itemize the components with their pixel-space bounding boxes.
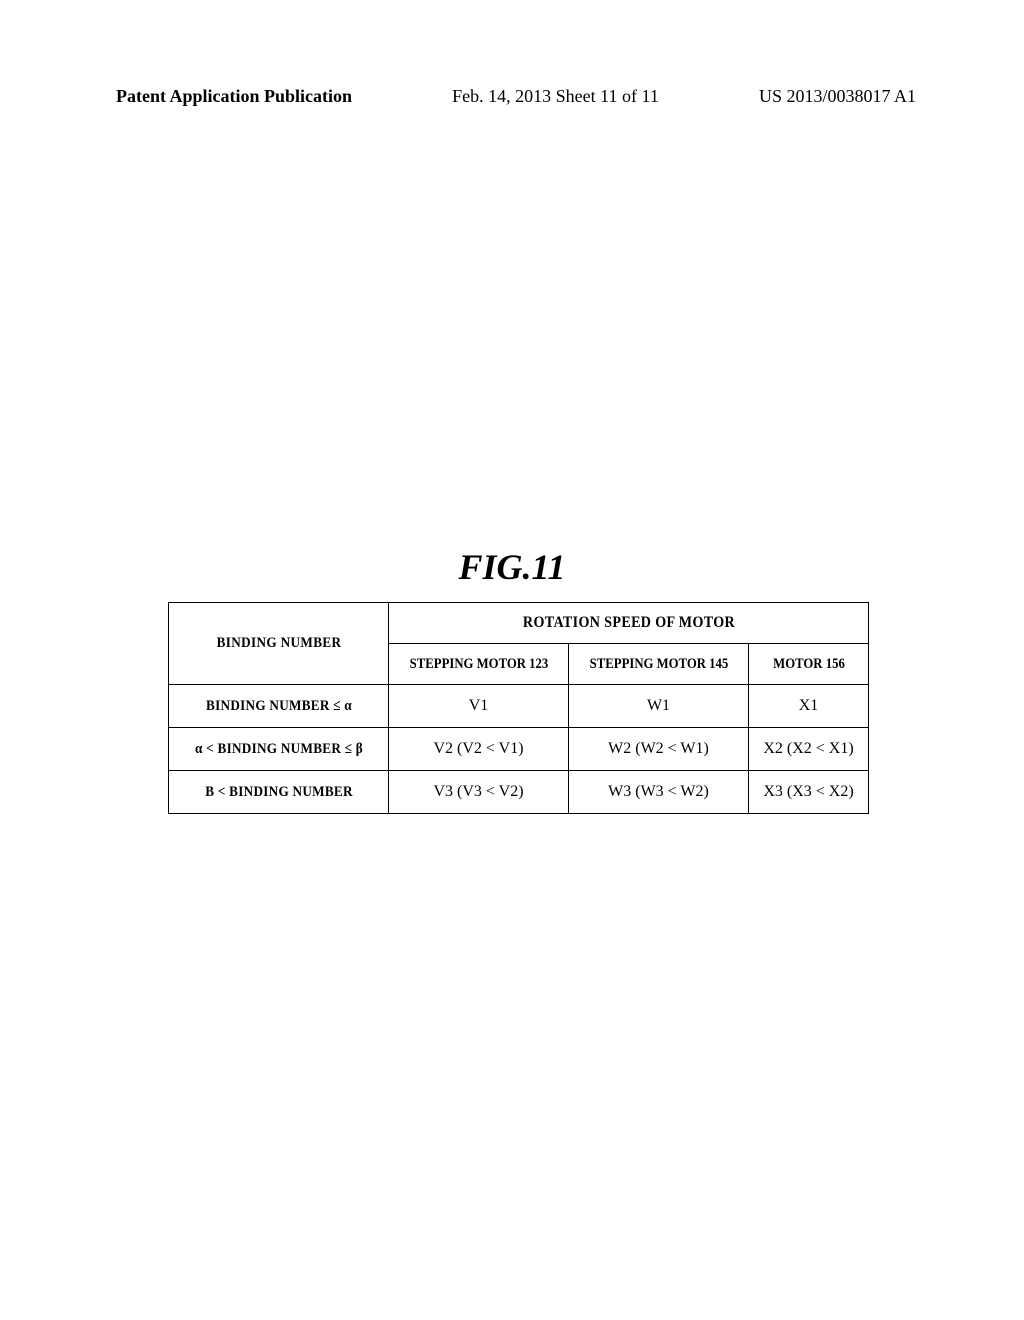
subheader-motor-123: STEPPING MOTOR 123	[402, 644, 555, 685]
row-cell: W3 (W3 < W2)	[569, 771, 749, 814]
table-row: B < BINDING NUMBER V3 (V3 < V2) W3 (W3 <…	[169, 771, 869, 814]
row-cell: X1	[749, 685, 869, 728]
header-left: Patent Application Publication	[116, 86, 352, 107]
page-header: Patent Application Publication Feb. 14, …	[116, 86, 916, 107]
row-label: B < BINDING NUMBER	[182, 771, 376, 814]
figure-label: FIG.11	[0, 546, 1024, 588]
table-header-row-1: BINDING NUMBER ROTATION SPEED OF MOTOR	[169, 603, 869, 644]
motor-speed-table: BINDING NUMBER ROTATION SPEED OF MOTOR S…	[168, 602, 868, 814]
header-center: Feb. 14, 2013 Sheet 11 of 11	[452, 86, 659, 107]
row-cell: V1	[389, 685, 569, 728]
row-cell: X2 (X2 < X1)	[749, 728, 869, 771]
header-rotation-speed: ROTATION SPEED OF MOTOR	[417, 603, 839, 644]
row-label: α < BINDING NUMBER ≤ β	[182, 728, 376, 771]
page: Patent Application Publication Feb. 14, …	[0, 0, 1024, 1320]
subheader-motor-156: MOTOR 156	[758, 644, 860, 685]
header-binding-number: BINDING NUMBER	[182, 603, 376, 685]
row-label: BINDING NUMBER ≤ α	[182, 685, 376, 728]
row-cell: V3 (V3 < V2)	[389, 771, 569, 814]
subheader-motor-145: STEPPING MOTOR 145	[582, 644, 735, 685]
table: BINDING NUMBER ROTATION SPEED OF MOTOR S…	[168, 602, 869, 814]
table-row: α < BINDING NUMBER ≤ β V2 (V2 < V1) W2 (…	[169, 728, 869, 771]
header-right: US 2013/0038017 A1	[759, 86, 916, 107]
row-cell: W1	[569, 685, 749, 728]
row-cell: W2 (W2 < W1)	[569, 728, 749, 771]
row-cell: X3 (X3 < X2)	[749, 771, 869, 814]
row-cell: V2 (V2 < V1)	[389, 728, 569, 771]
table-row: BINDING NUMBER ≤ α V1 W1 X1	[169, 685, 869, 728]
